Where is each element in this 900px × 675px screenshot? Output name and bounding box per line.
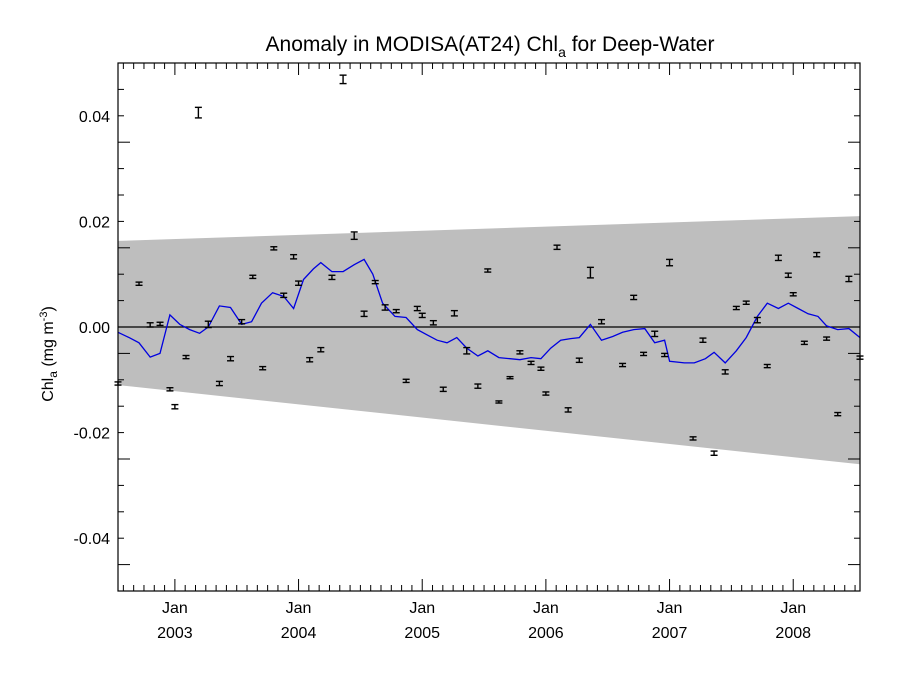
error-bar-point	[742, 300, 750, 305]
error-bar-point	[295, 280, 303, 286]
error-bar-point	[721, 369, 729, 375]
error-bar-point	[429, 319, 437, 326]
y-tick-label: 0.02	[79, 214, 110, 231]
error-bar-point	[661, 352, 669, 358]
error-bar-point	[598, 318, 606, 325]
error-bar-point	[542, 391, 550, 396]
error-bar-point	[732, 305, 740, 311]
chart-title: Anomaly in MODISA(AT24) Chla for Deep-Wa…	[266, 33, 715, 60]
x-tick-month-label: Jan	[533, 600, 559, 617]
error-bar-point	[204, 320, 212, 329]
error-bar-point	[317, 346, 325, 353]
uncertainty-band	[118, 216, 860, 465]
y-axis-ticks: -0.04 -0.02 0.00 0.02 0.04	[74, 62, 860, 592]
error-bar-point	[328, 274, 336, 281]
error-bar-point	[666, 258, 674, 267]
error-bar-point	[753, 316, 761, 324]
error-bar-point	[194, 106, 202, 119]
x-tick-year-label: 2008	[775, 625, 811, 642]
error-bar-point	[527, 360, 535, 366]
error-bar-point	[774, 254, 782, 262]
x-tick-year-label: 2006	[528, 625, 564, 642]
error-bar-point	[360, 310, 368, 318]
error-bar-point	[166, 387, 174, 392]
band-polygon	[118, 216, 860, 465]
error-bar-point	[135, 281, 143, 286]
error-bar-point	[474, 383, 482, 389]
x-tick-month-label: Jan	[162, 600, 188, 617]
error-bar-point	[439, 386, 447, 393]
error-bar-point	[834, 411, 842, 417]
error-bar-point	[381, 304, 389, 311]
error-bar-point	[537, 366, 545, 371]
error-bar-point	[699, 337, 707, 344]
error-bar-point	[450, 309, 458, 317]
error-bar-point	[270, 246, 278, 251]
error-bar-point	[156, 321, 164, 327]
error-bar-point	[171, 403, 179, 410]
error-bar-point	[146, 322, 154, 328]
error-bar-point	[290, 253, 298, 260]
anomaly-error-bars	[114, 74, 864, 457]
error-bar-point	[630, 294, 638, 301]
error-bar-point	[227, 355, 235, 362]
error-bar-point	[413, 305, 421, 312]
error-bar-point	[784, 272, 792, 279]
y-tick-label: 0.04	[79, 109, 110, 126]
error-bar-point	[280, 292, 288, 299]
error-bar-point	[339, 74, 347, 85]
error-bar-point	[484, 268, 492, 273]
error-bar-point	[495, 400, 503, 404]
y-tick-label: -0.04	[74, 531, 111, 548]
error-bar-point	[350, 231, 358, 241]
error-bar-point	[813, 251, 821, 258]
error-bar-point	[306, 356, 314, 363]
error-bar-point	[763, 363, 771, 369]
error-bar-point	[215, 380, 223, 387]
error-bar-point	[619, 362, 627, 368]
error-bar-point	[553, 244, 561, 251]
x-tick-year-label: 2003	[157, 625, 193, 642]
x-tick-month-label: Jan	[780, 600, 806, 617]
x-axis-ticks: Jan 2003 Jan 2004 Jan 2005 Jan 2006 Jan 2007 Jan 20…	[122, 63, 856, 642]
x-tick-month-label: Jan	[409, 600, 435, 617]
error-bar-point	[823, 336, 831, 341]
x-tick-year-label: 2005	[404, 625, 440, 642]
error-bar-point	[789, 291, 797, 297]
error-bar-point	[371, 279, 379, 285]
error-bar-point	[506, 375, 514, 380]
error-bar-point	[564, 407, 572, 413]
x-tick-month-label: Jan	[286, 600, 312, 617]
error-bar-point	[259, 365, 267, 371]
error-bar-point	[651, 330, 659, 338]
x-tick-year-label: 2004	[281, 625, 317, 642]
error-bar-point	[689, 436, 697, 441]
y-tick-label: -0.02	[74, 426, 111, 443]
error-bar-point	[249, 274, 257, 280]
error-bar-point	[710, 450, 718, 457]
y-axis-label: Chla (mg m-3)	[38, 306, 60, 402]
error-bar-point	[463, 346, 471, 355]
error-bar-point	[418, 312, 426, 319]
error-bar-point	[845, 275, 853, 283]
error-bar-point	[516, 350, 524, 355]
x-tick-year-label: 2007	[652, 625, 688, 642]
x-tick-month-label: Jan	[657, 600, 683, 617]
error-bar-point	[586, 266, 594, 279]
y-tick-label: 0.00	[79, 320, 110, 337]
error-bar-point	[238, 318, 246, 325]
error-bar-point	[640, 351, 648, 357]
error-bar-point	[800, 340, 808, 346]
error-bar-point	[182, 354, 190, 360]
error-bar-point	[392, 308, 400, 314]
error-bar-point	[402, 378, 410, 384]
error-bar-point	[575, 357, 583, 364]
